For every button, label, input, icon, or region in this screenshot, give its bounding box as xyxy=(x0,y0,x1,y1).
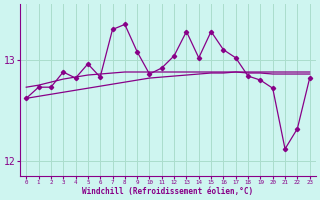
X-axis label: Windchill (Refroidissement éolien,°C): Windchill (Refroidissement éolien,°C) xyxy=(82,187,253,196)
